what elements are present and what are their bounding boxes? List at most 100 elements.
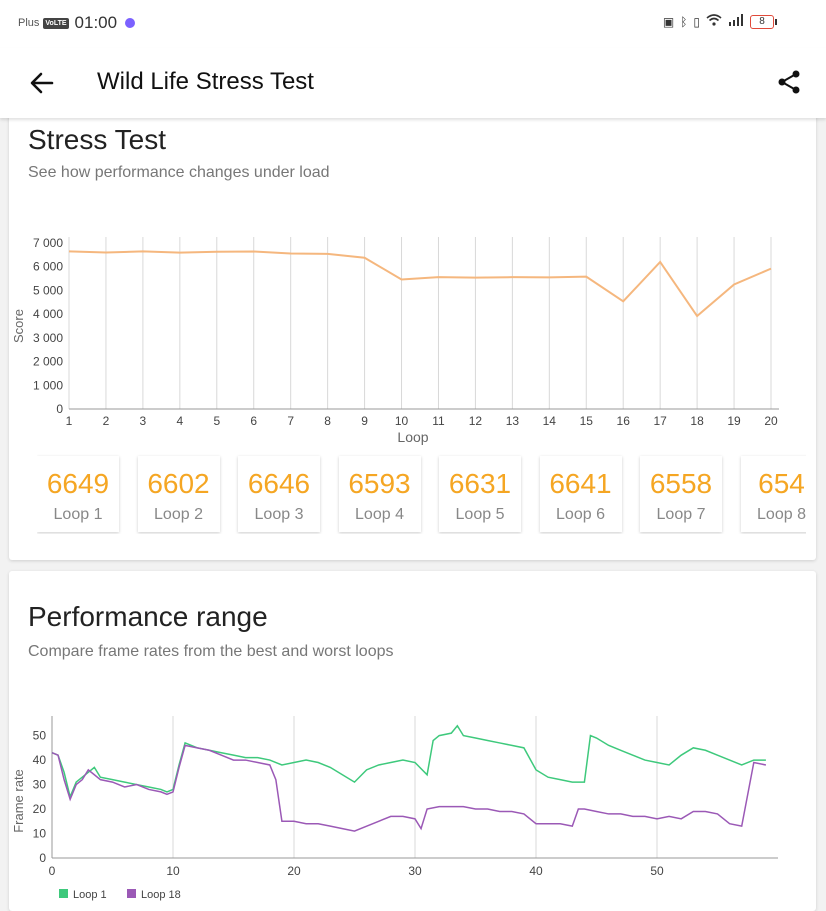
back-arrow-icon[interactable]	[28, 69, 56, 97]
loop-score-label: Loop 1	[53, 506, 103, 523]
y-tick-label: 4 000	[33, 307, 63, 321]
loop-score-card[interactable]: 654 Loop 8	[740, 456, 806, 532]
y-tick-label: 7 000	[33, 236, 63, 250]
x-tick-label: 1	[66, 414, 73, 428]
x-tick-label: 16	[617, 414, 631, 428]
legend-label: Loop 18	[141, 889, 181, 901]
x-tick-label: 18	[690, 414, 704, 428]
y-tick-label: 40	[33, 753, 47, 767]
x-tick-label: 4	[176, 414, 183, 428]
y-tick-label: 0	[39, 851, 46, 865]
y-axis-title: Score	[11, 309, 26, 343]
x-tick-label: 50	[650, 864, 664, 878]
loop-score-card[interactable]: 6593 Loop 4	[338, 456, 421, 532]
x-tick-label: 13	[506, 414, 520, 428]
loop-score-card[interactable]: 6558 Loop 7	[640, 456, 722, 532]
status-bar: Plus VoLTE 01:00 ▣ ᛒ ▯ 8	[0, 0, 826, 48]
x-tick-label: 15	[580, 414, 594, 428]
x-tick-label: 19	[727, 414, 741, 428]
y-tick-label: 0	[56, 402, 63, 416]
status-right: ▣ ᛒ ▯ 8	[662, 14, 777, 29]
status-time: 01:00	[74, 13, 118, 32]
performance-range-card: Performance range Compare frame rates fr…	[9, 571, 816, 911]
loop-score-card[interactable]: 6646 Loop 3	[238, 456, 320, 532]
loop-score-card[interactable]: 6602 Loop 2	[137, 456, 220, 532]
loop-score-value: 654	[758, 468, 805, 499]
x-tick-label: 8	[324, 414, 331, 428]
carrier-label: Plus	[18, 17, 40, 29]
vibrate-icon: ▯	[693, 14, 700, 29]
status-left: Plus VoLTE 01:00	[18, 13, 136, 33]
bluetooth-icon: ᛒ	[680, 14, 688, 29]
performance-range-subtitle: Compare frame rates from the best and wo…	[28, 643, 394, 660]
share-icon[interactable]	[776, 69, 802, 95]
loop-score-label: Loop 2	[154, 506, 203, 523]
legend-label: Loop 1	[73, 889, 107, 901]
y-tick-label: 50	[33, 729, 47, 743]
y-tick-label: 20	[33, 802, 47, 816]
x-tick-label: 10	[166, 864, 180, 878]
loop-score-label: Loop 7	[656, 506, 706, 523]
loop-score-value: 6649	[46, 468, 110, 499]
loop-score-label: Loop 4	[355, 506, 404, 523]
y-tick-label: 30	[33, 778, 47, 792]
app-bar: Wild Life Stress Test	[0, 48, 826, 118]
signal-icon	[728, 14, 744, 29]
loop-score-label: Loop 3	[254, 506, 304, 523]
loop-score-value: 6558	[649, 468, 713, 499]
wifi-icon	[706, 14, 722, 29]
x-tick-label: 9	[361, 414, 368, 428]
x-tick-label: 7	[287, 414, 294, 428]
x-tick-label: 5	[213, 414, 220, 428]
loop-score-value: 6631	[448, 468, 512, 499]
stress-test-title: Stress Test	[28, 124, 166, 155]
y-axis-title: Frame rate	[11, 769, 26, 833]
frame-rate-chart: 0 10 20 30 40 50 0 10 20 30 40 50 Frame rate Loop 1 Lo…	[11, 716, 778, 901]
loop-score-value: 6593	[348, 468, 411, 499]
battery-icon: 8	[750, 14, 777, 29]
loop-score-card[interactable]: 6631 Loop 5	[439, 456, 521, 532]
loop-score-label: Loop 6	[556, 506, 605, 523]
loop-score-label: Loop 8	[757, 506, 806, 523]
y-tick-label: 6 000	[33, 260, 63, 274]
score-series-line	[68, 250, 772, 318]
x-tick-label: 10	[395, 414, 409, 428]
loop-score-card[interactable]: 6649 Loop 1	[37, 456, 119, 532]
frame-rate-series-line	[51, 724, 766, 800]
y-tick-label: 3 000	[33, 331, 63, 345]
y-tick-label: 5 000	[33, 283, 63, 297]
x-axis-title: Loop	[397, 429, 428, 445]
messenger-icon	[125, 18, 136, 28]
nfc-icon: ▣	[662, 14, 675, 29]
stress-test-card: Stress Test See how performance changes …	[9, 110, 816, 560]
y-tick-label: 10	[33, 827, 47, 841]
stress-test-subtitle: See how performance changes under load	[28, 164, 330, 181]
x-tick-label: 11	[432, 414, 445, 428]
x-tick-label: 20	[287, 864, 301, 878]
x-tick-label: 6	[250, 414, 257, 428]
x-tick-label: 17	[653, 414, 667, 428]
x-tick-label: 12	[469, 414, 483, 428]
legend-swatch	[127, 889, 136, 898]
performance-range-title: Performance range	[28, 601, 268, 632]
loop-score-value: 6646	[247, 468, 311, 499]
x-tick-label: 2	[103, 414, 110, 428]
x-tick-label: 0	[49, 864, 56, 878]
loop-score-label: Loop 5	[455, 506, 505, 523]
x-tick-label: 30	[408, 864, 422, 878]
x-tick-label: 20	[764, 414, 778, 428]
frame-rate-series-line	[51, 744, 767, 832]
legend-swatch	[59, 889, 68, 898]
loop-scores-list[interactable]: 6649 Loop 1 6602 Loop 2 6646 Loop 3 6593 Loop 4…	[37, 454, 806, 534]
loop-score-value: 6641	[549, 468, 612, 499]
loop-score-card[interactable]: 6641 Loop 6	[539, 456, 622, 532]
x-tick-label: 14	[543, 414, 557, 428]
page-title: Wild Life Stress Test	[97, 68, 314, 95]
loop-score-value: 6602	[147, 468, 210, 499]
volte-badge: VoLTE	[43, 17, 69, 29]
y-tick-label: 2 000	[33, 355, 63, 369]
x-tick-label: 3	[140, 414, 147, 428]
y-tick-label: 1 000	[33, 378, 63, 392]
x-tick-label: 40	[529, 864, 543, 878]
